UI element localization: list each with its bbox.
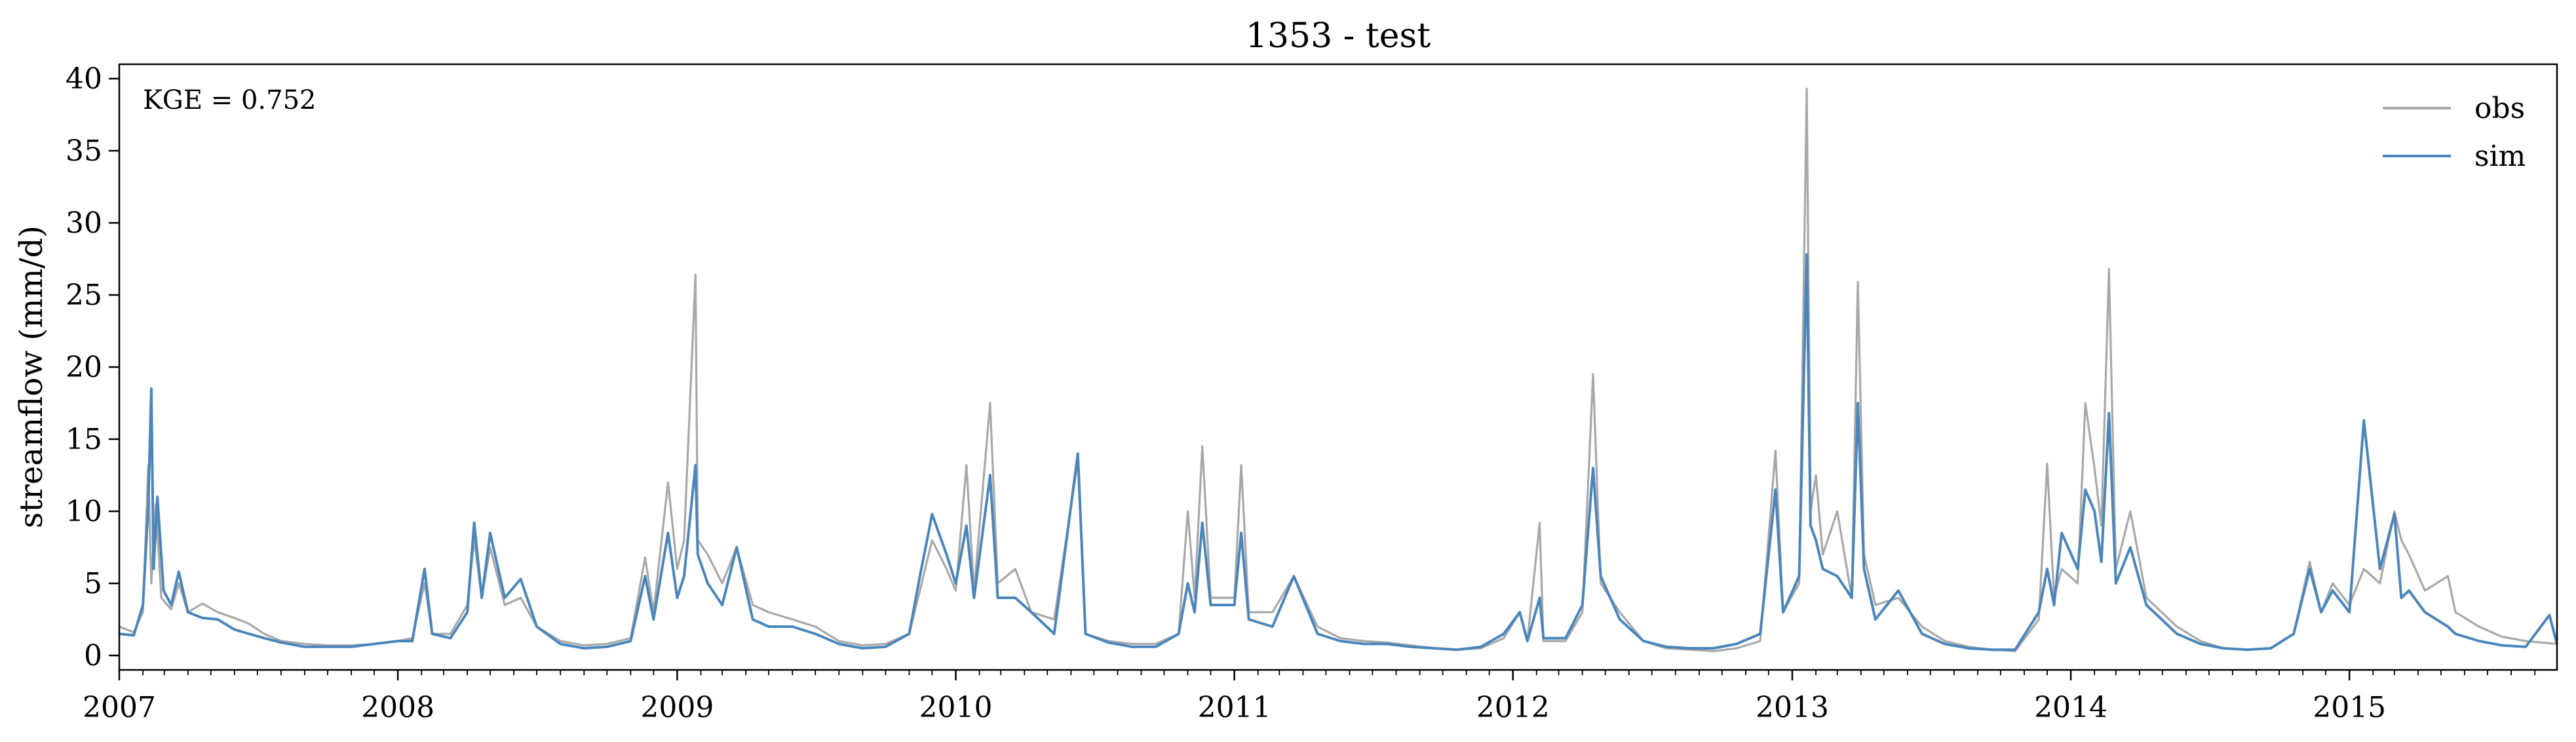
legend-label-obs: obs: [2474, 92, 2525, 125]
y-tick-label-0: 0: [84, 639, 102, 673]
x-tick-label-2014: 2014: [2034, 691, 2107, 724]
x-tick-label-2008: 2008: [361, 691, 434, 724]
y-axis: 0 5 10 15 20 25 30 35 40: [66, 62, 119, 673]
plot-frame: [118, 63, 2558, 671]
y-tick-label-20: 20: [66, 351, 102, 384]
x-tick-label-2011: 2011: [1198, 691, 1271, 724]
y-axis-label: streamflow (mm/d): [13, 225, 50, 528]
y-tick-label-35: 35: [66, 134, 102, 168]
x-axis: 2007 2008 2009 2010 2011 2012 2013 2014 2015: [83, 670, 2536, 724]
y-tick-label-15: 15: [66, 423, 102, 456]
y-tick-label-10: 10: [66, 495, 102, 528]
y-tick-label-25: 25: [66, 279, 102, 312]
chart-title: 1353 - test: [1246, 16, 1431, 56]
y-tick-label-5: 5: [84, 567, 102, 600]
series-layer: [119, 87, 2558, 652]
x-tick-label-2015: 2015: [2313, 691, 2386, 724]
x-tick-label-2010: 2010: [919, 691, 993, 724]
x-tick-label-2013: 2013: [1756, 691, 1829, 724]
y-tick-label-40: 40: [66, 62, 102, 96]
y-tick-label-30: 30: [66, 206, 102, 240]
x-tick-label-2007: 2007: [83, 691, 156, 724]
series-line-sim: [119, 253, 2558, 652]
legend: obs sim: [2383, 92, 2526, 173]
legend-label-sim: sim: [2474, 140, 2526, 173]
x-tick-label-2012: 2012: [1476, 691, 1550, 724]
kge-annotation: KGE = 0.752: [143, 85, 317, 115]
x-tick-label-2009: 2009: [640, 691, 714, 724]
